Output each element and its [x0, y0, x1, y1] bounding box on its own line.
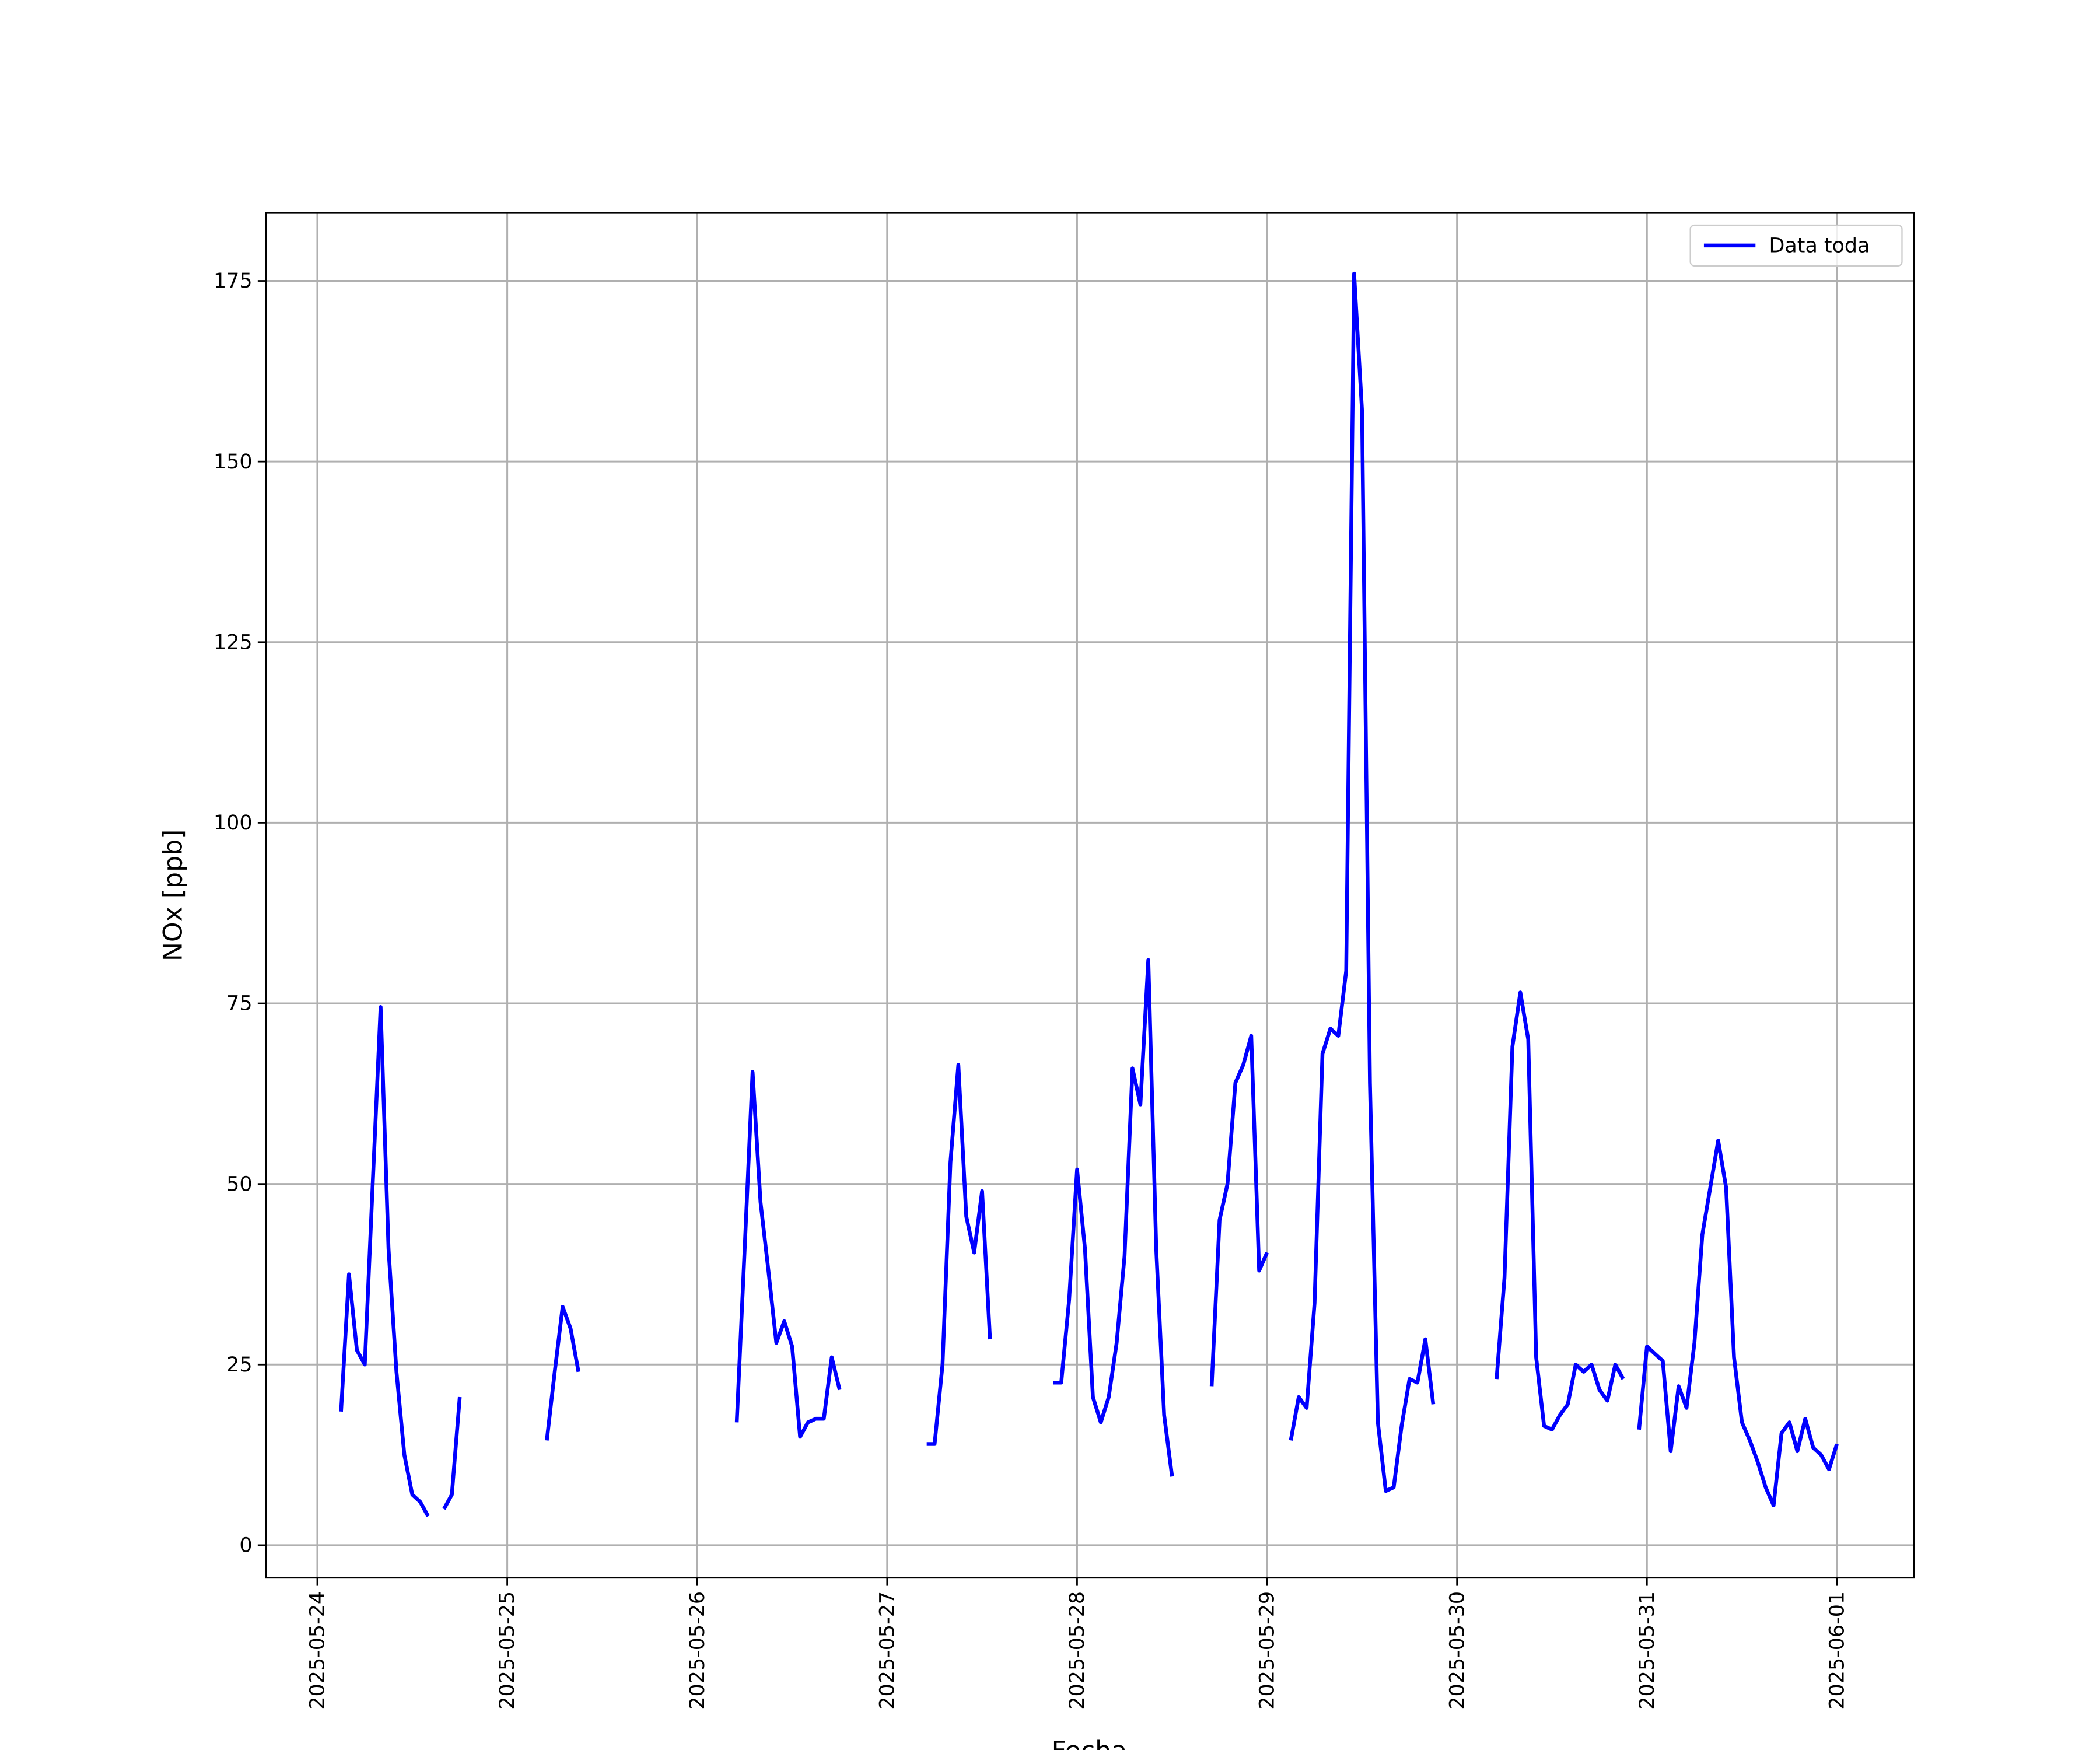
- y-tick-label: 100: [214, 811, 253, 835]
- x-tick-label: 2025-05-24: [306, 1591, 330, 1710]
- x-tick-label: 2025-05-28: [1066, 1591, 1089, 1710]
- y-axis-label: NOx [ppb]: [159, 830, 188, 962]
- x-tick-label: 2025-05-30: [1446, 1591, 1469, 1710]
- x-axis-label: Fecha: [1052, 1736, 1128, 1750]
- legend-label: Data toda: [1769, 235, 1870, 258]
- x-tick-label: 2025-05-31: [1636, 1591, 1659, 1710]
- y-tick-label: 125: [214, 631, 253, 654]
- x-tick-label: 2025-06-01: [1826, 1591, 1849, 1710]
- x-tick-label: 2025-05-27: [876, 1591, 899, 1710]
- y-tick-label: 150: [214, 450, 253, 474]
- y-tick-label: 75: [226, 992, 252, 1016]
- x-tick-label: 2025-05-29: [1256, 1591, 1279, 1710]
- data-line: [339, 271, 1839, 1517]
- y-tick-label: 50: [226, 1172, 252, 1196]
- y-tick-label: 175: [214, 270, 253, 293]
- x-tick-label: 2025-05-26: [686, 1591, 709, 1710]
- plot-frame: [265, 212, 1915, 1579]
- y-tick-label: 25: [226, 1353, 252, 1377]
- legend-box: [1689, 224, 1903, 267]
- x-tick-label: 2025-05-25: [496, 1591, 519, 1710]
- y-tick-label: 0: [239, 1534, 252, 1558]
